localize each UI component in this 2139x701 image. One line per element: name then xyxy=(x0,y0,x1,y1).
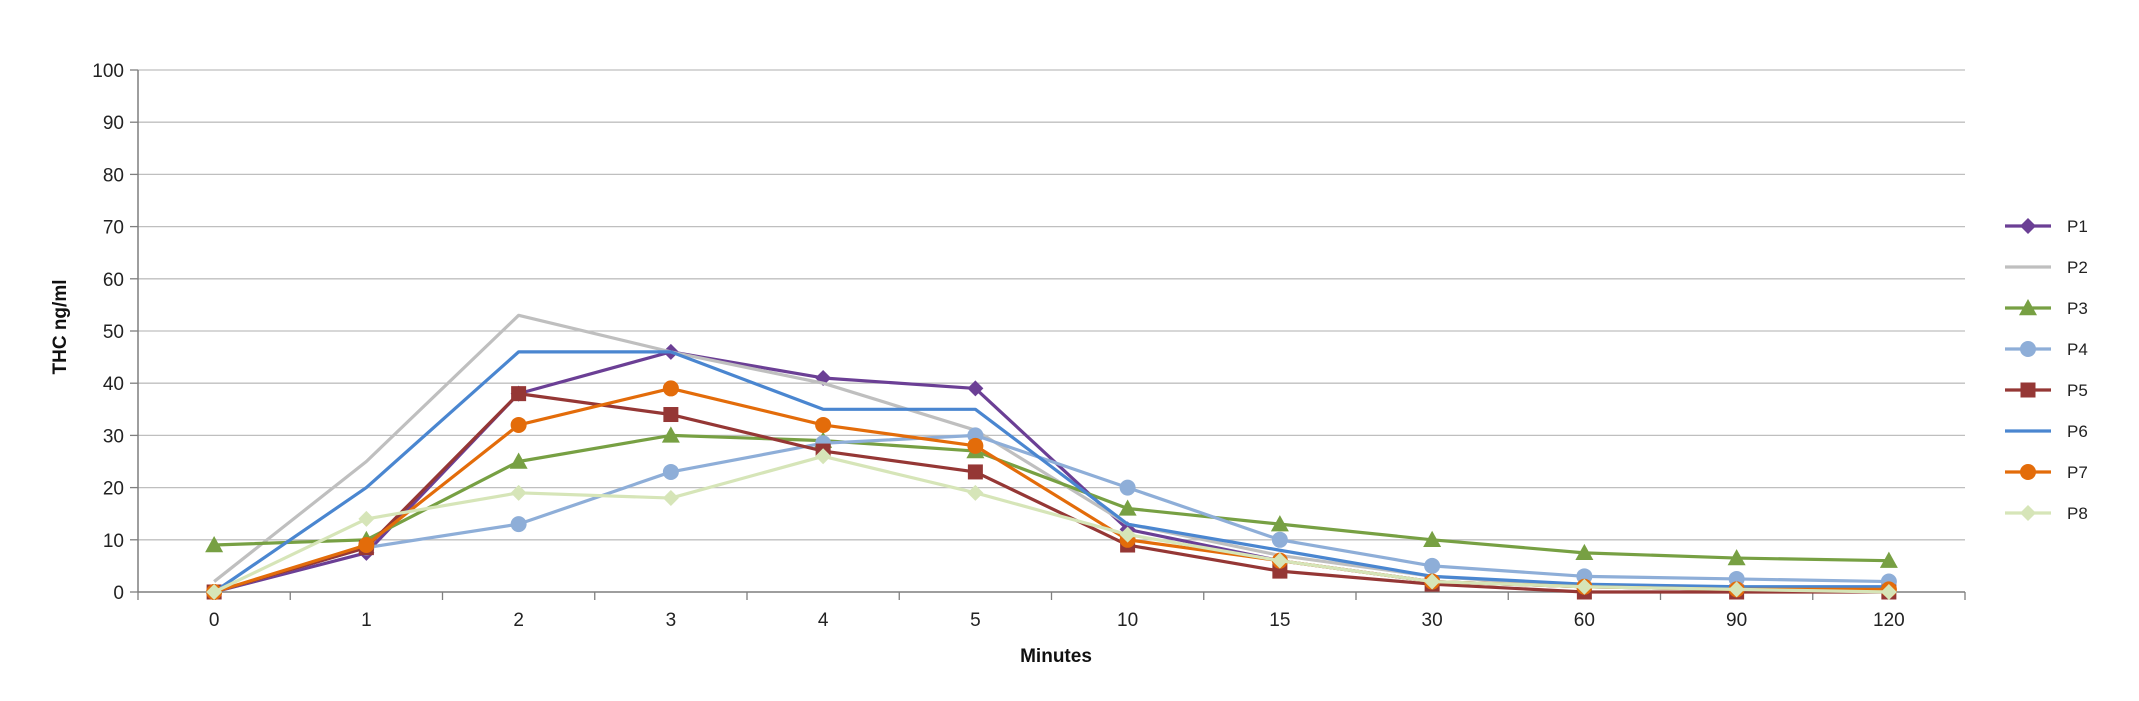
x-tick-label: 5 xyxy=(970,610,981,631)
y-tick-label: 70 xyxy=(103,218,124,239)
legend-item-p1: P1 xyxy=(2005,217,2088,236)
series-line xyxy=(213,433,1889,594)
data-point xyxy=(1879,551,1898,568)
legend-label: P3 xyxy=(2067,299,2088,318)
data-point xyxy=(662,463,679,480)
data-point xyxy=(1880,584,1897,600)
x-tick-labels: 0 1 2 3 4 5 10 15 30 60 90 120 xyxy=(209,610,1905,631)
legend-marker xyxy=(2020,341,2036,357)
data-point xyxy=(815,416,832,433)
data-point xyxy=(663,407,679,423)
x-tick-label: 30 xyxy=(1422,610,1443,631)
y-tick-label: 10 xyxy=(103,531,124,552)
data-point xyxy=(662,380,679,397)
series-line xyxy=(214,433,1889,563)
x-tick-label: 60 xyxy=(1574,610,1595,631)
data-point xyxy=(1118,499,1137,516)
data-point xyxy=(358,537,375,554)
y-tick-label: 60 xyxy=(103,270,124,291)
y-tick-label: 40 xyxy=(103,374,124,395)
legend-label: P1 xyxy=(2067,217,2088,236)
series-line xyxy=(213,392,1889,594)
legend-marker xyxy=(2020,505,2036,521)
series-p6 xyxy=(213,350,1889,594)
legend-label: P8 xyxy=(2067,504,2088,523)
series-p3 xyxy=(205,426,1898,568)
data-point xyxy=(815,448,832,465)
data-point xyxy=(1575,543,1594,561)
x-tick-label: 120 xyxy=(1873,610,1905,631)
data-point xyxy=(1424,557,1441,574)
data-point xyxy=(967,464,983,480)
data-point xyxy=(1576,578,1593,595)
legend-label: P2 xyxy=(2067,258,2088,277)
y-tick-label: 30 xyxy=(103,426,124,447)
data-point xyxy=(967,437,984,454)
legend-item-p5: P5 xyxy=(2005,381,2088,400)
legend-item-p7: P7 xyxy=(2005,463,2088,482)
data-point xyxy=(358,510,375,527)
series-line xyxy=(213,454,1889,594)
legend-item-p6: P6 xyxy=(2005,422,2088,441)
y-tick-label: 90 xyxy=(103,113,124,134)
data-point xyxy=(967,484,984,501)
data-point xyxy=(1119,526,1136,543)
series-lines xyxy=(205,313,1898,600)
series-p2 xyxy=(213,313,1889,591)
y-tick-label: 50 xyxy=(103,322,124,343)
gridlines xyxy=(138,69,1965,541)
data-point xyxy=(511,386,527,402)
data-point xyxy=(1423,530,1442,547)
legend-marker xyxy=(2019,299,2037,316)
data-point xyxy=(1424,573,1441,590)
data-point xyxy=(510,416,527,433)
data-point xyxy=(206,584,223,600)
data-point xyxy=(1119,479,1136,496)
x-tick-label: 1 xyxy=(361,610,372,631)
y-tick-labels: 0 10 20 30 40 50 60 70 80 90 100 xyxy=(92,61,124,604)
x-tick-label: 0 xyxy=(209,610,220,631)
series-p8 xyxy=(206,448,1897,600)
legend-marker xyxy=(2020,464,2036,480)
y-axis-title: THC ng/ml xyxy=(50,280,71,375)
x-tick-label: 3 xyxy=(666,610,677,631)
legend-marker xyxy=(2020,382,2036,398)
data-point xyxy=(510,516,527,533)
data-point xyxy=(205,536,224,553)
legend-item-p8: P8 xyxy=(2005,504,2088,523)
legend-label: P4 xyxy=(2067,340,2088,359)
data-point xyxy=(967,380,984,397)
legend-item-p4: P4 xyxy=(2005,340,2088,359)
data-point xyxy=(662,490,679,507)
x-axis-title: Minutes xyxy=(1020,646,1092,667)
legend-marker xyxy=(2020,218,2036,234)
data-point xyxy=(1270,515,1289,532)
data-point xyxy=(509,452,528,469)
data-point xyxy=(1727,549,1746,566)
legend-item-p3: P3 xyxy=(2005,299,2088,318)
data-point xyxy=(1271,552,1288,569)
legend: P1 P2 P3 P4 P5 P6 P7 P8 xyxy=(2005,217,2088,523)
data-point xyxy=(661,426,680,443)
legend-label: P7 xyxy=(2067,463,2088,482)
data-point xyxy=(1728,581,1745,598)
data-point xyxy=(1271,531,1288,548)
data-point xyxy=(510,484,527,501)
series-line xyxy=(213,350,1889,594)
y-tick-label: 80 xyxy=(103,165,124,186)
y-tick-label: 0 xyxy=(113,583,124,604)
legend-label: P6 xyxy=(2067,422,2088,441)
legend-label: P5 xyxy=(2067,381,2088,400)
x-tick-label: 10 xyxy=(1117,610,1138,631)
series-line xyxy=(213,313,1889,591)
x-tick-label: 2 xyxy=(513,610,524,631)
y-tick-label: 20 xyxy=(103,479,124,500)
x-tick-label: 15 xyxy=(1269,610,1290,631)
y-tick-label: 100 xyxy=(92,61,124,82)
x-tick-label: 4 xyxy=(818,610,829,631)
legend-item-p2: P2 xyxy=(2005,258,2088,277)
x-tick-label: 90 xyxy=(1726,610,1747,631)
